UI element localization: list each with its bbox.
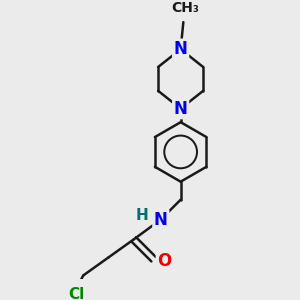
Text: N: N — [154, 211, 168, 229]
Text: N: N — [174, 40, 188, 58]
Text: H: H — [135, 208, 148, 223]
Text: CH₃: CH₃ — [171, 1, 199, 15]
Text: O: O — [157, 252, 172, 270]
Text: Cl: Cl — [68, 287, 85, 300]
Text: N: N — [174, 100, 188, 118]
